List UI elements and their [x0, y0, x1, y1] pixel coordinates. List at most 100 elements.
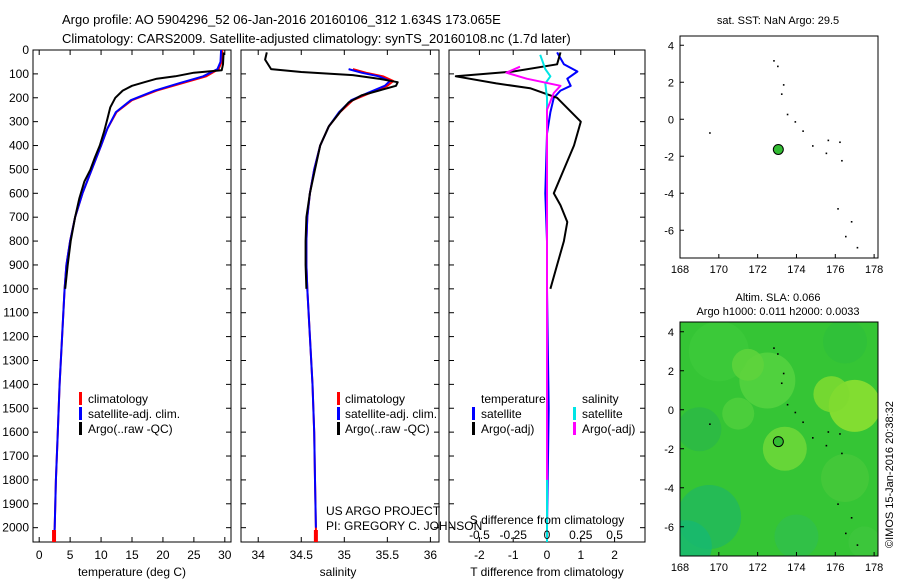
- sla-map-subtitle: Argo h1000: 0.011 h2000: 0.0033: [696, 306, 859, 318]
- temperature-x-label: temperature (deg C): [78, 565, 186, 579]
- x-tick-label: 34: [252, 548, 266, 562]
- island-dot: [777, 65, 779, 68]
- y-tick-label: 1700: [2, 449, 29, 463]
- island-dot: [786, 403, 789, 406]
- sla-blob: [774, 514, 819, 556]
- legend-swatch-climatology: [337, 392, 340, 405]
- legend-swatch-s-satellite: [573, 407, 576, 420]
- float-marker: [772, 143, 784, 155]
- y-tick-label: -4: [664, 188, 674, 200]
- legend-swatch-t-satellite: [472, 407, 475, 420]
- salinity-plot: 34 34.5 35 35.5 36: [241, 49, 439, 562]
- sla-blob: [680, 520, 712, 556]
- y-tick-label: 600: [9, 186, 29, 200]
- x-tick-label: 20: [156, 548, 170, 562]
- island-dot: [837, 208, 839, 210]
- legend-swatch-argo: [337, 422, 340, 435]
- x-tick-label: 35: [338, 548, 352, 562]
- y-tick-label: -6: [664, 522, 674, 534]
- x-tick-label: 34.5: [290, 548, 314, 562]
- island-dot: [812, 145, 814, 147]
- island-dot: [825, 152, 828, 155]
- legend-label-satellite: satellite-adj. clim.: [88, 407, 180, 421]
- y-tick-label: 1000: [2, 282, 29, 296]
- sla-blob: [722, 397, 755, 430]
- x2-tick-label: -0.5: [469, 528, 490, 542]
- island-dot: [780, 382, 783, 385]
- island-dot: [845, 235, 847, 238]
- y-tick-label: -2: [664, 444, 674, 456]
- legend-label-climatology: climatology: [88, 392, 148, 406]
- title-line-1: Argo profile: AO 5904296_52 06-Jan-2016 …: [62, 12, 501, 27]
- x-tick-label: 176: [826, 264, 844, 276]
- sla-blob: [813, 376, 850, 413]
- island-dot: [773, 347, 775, 349]
- island-dot: [709, 423, 711, 425]
- y-tick-label: 1300: [2, 353, 29, 367]
- y-tick-label: 800: [9, 234, 29, 248]
- island-dot: [802, 421, 804, 424]
- island-dot: [777, 353, 779, 355]
- y-tick-label: 1100: [3, 306, 29, 320]
- temperature-plot: 0 5 10 15 20 25 300100200300400500600700800900…: [2, 43, 232, 562]
- x-tick-label: 172: [748, 562, 766, 574]
- salinity-legend: climatology satellite-adj. clim. Argo(..…: [337, 392, 437, 436]
- legend-label-t-argo: Argo(-adj): [481, 422, 534, 436]
- climatology-bottom-marker: [52, 530, 57, 542]
- series-line-satellite-adj-clim-: [53, 49, 223, 543]
- island-dot: [782, 84, 785, 86]
- x-tick-label: -2: [474, 548, 485, 562]
- y-tick-label: 900: [9, 258, 29, 272]
- legend-label-climatology: climatology: [345, 392, 405, 406]
- x2-tick-label: 0: [544, 528, 551, 542]
- island-dot: [780, 93, 783, 95]
- series-line-temperature-argo-adj-: [454, 52, 582, 290]
- legend-swatch-argo: [79, 422, 82, 435]
- x-tick-label: 10: [94, 548, 108, 562]
- imos-credit: ©IMOS 15-Jan-2016 20:38:32: [884, 401, 896, 548]
- project-credit: US ARGO PROJECT: [326, 504, 441, 518]
- pi-credit: PI: GREGORY C. JOHNSON: [326, 519, 482, 533]
- legend-label-t-satellite: satellite: [481, 407, 522, 421]
- island-dot: [709, 132, 711, 134]
- series-line-climatology: [53, 49, 224, 543]
- island-dot: [845, 532, 847, 535]
- x-tick-label: -1: [508, 548, 519, 562]
- legend-swatch-s-argo: [573, 422, 576, 435]
- y-tick-label: 500: [9, 162, 29, 176]
- x-tick-label: 1: [577, 548, 584, 562]
- legend-label-s-argo: Argo(-adj): [582, 422, 635, 436]
- island-dot: [812, 437, 814, 439]
- x-tick-label: 174: [787, 562, 805, 574]
- x-tick-label: 35.5: [376, 548, 400, 562]
- island-dot: [773, 60, 775, 62]
- island-dot: [782, 372, 785, 375]
- y-tick-label: 4: [668, 327, 674, 339]
- x-tick-label: 0: [36, 548, 43, 562]
- y-tick-label: 2: [668, 366, 674, 378]
- series-line-argo-raw-qc-: [264, 52, 399, 289]
- float-marker: [772, 436, 784, 448]
- temperature-legend: climatology satellite-adj. clim. Argo(..…: [79, 392, 180, 436]
- sla-blob: [731, 348, 764, 381]
- legend-group-temperature: temperature: [481, 392, 546, 406]
- y-tick-label: 100: [9, 67, 29, 81]
- series-line-satellite-adj-clim-: [305, 68, 391, 528]
- salinity-x-label: salinity: [320, 565, 357, 579]
- legend-swatch-t-argo: [472, 422, 475, 435]
- y-tick-label: 1600: [2, 425, 29, 439]
- temperature-panel-frame: [32, 49, 232, 543]
- series-line-temperature-satellite: [544, 51, 579, 528]
- island-dot: [802, 130, 804, 132]
- island-dot: [794, 121, 797, 123]
- y-tick-label: -2: [664, 151, 674, 163]
- y-tick-label: 300: [9, 115, 29, 129]
- x-tick-label: 168: [671, 264, 689, 276]
- series-line-argo-raw-qc-: [64, 52, 225, 289]
- island-dot: [850, 221, 853, 223]
- x2-tick-label: 0.5: [606, 528, 623, 542]
- title-line-2: Climatology: CARS2009. Satellite-adjuste…: [62, 31, 571, 46]
- sla-map-title: Altim. SLA: 0.066: [736, 292, 821, 304]
- y-tick-label: -4: [664, 483, 674, 495]
- sla-field: [680, 322, 878, 556]
